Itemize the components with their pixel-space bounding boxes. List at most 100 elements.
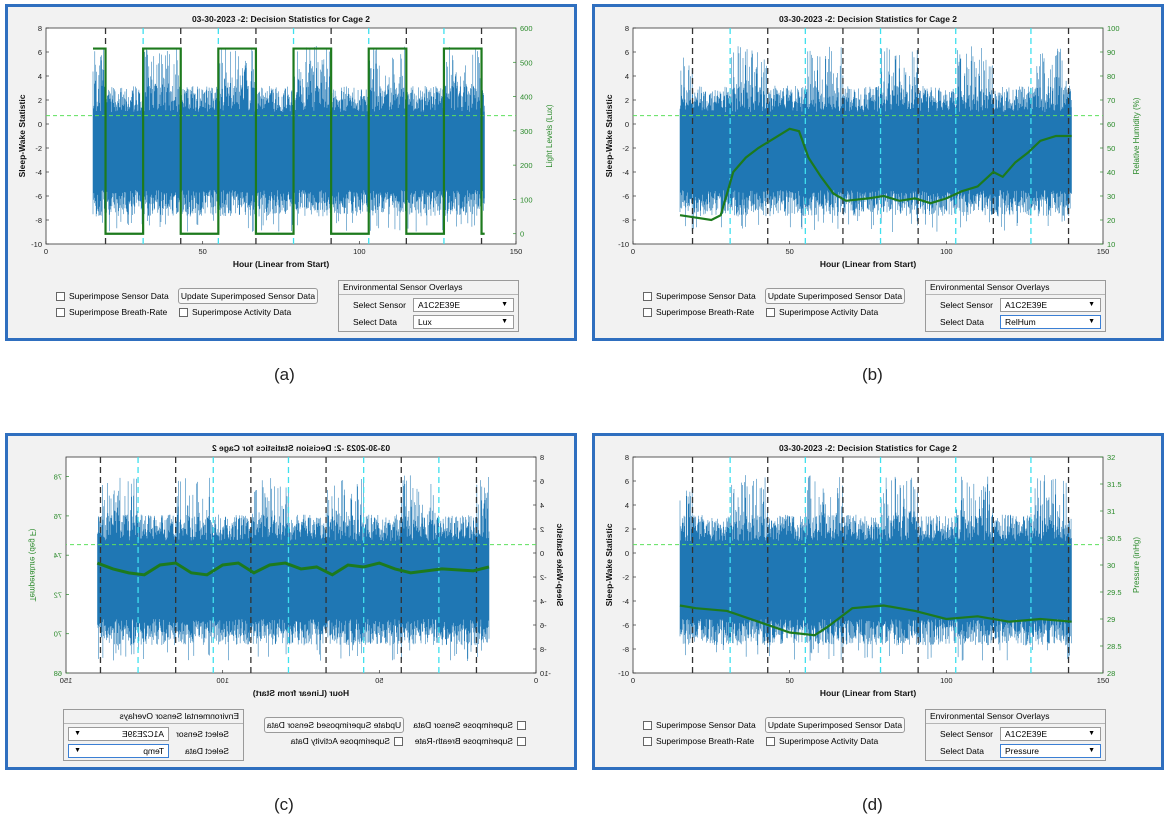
- left-tick-label: 8: [540, 453, 544, 462]
- right-tick-label: 29: [1107, 615, 1115, 624]
- select-sensor-dropdown[interactable]: A1C2E39E ▼: [1000, 727, 1101, 741]
- caption-d: (d): [862, 795, 883, 814]
- right-tick-label: 90: [1107, 48, 1115, 57]
- right-tick-label: 78: [54, 473, 62, 482]
- select-sensor-dropdown[interactable]: A1C2E39E ▼: [1000, 298, 1101, 312]
- superimpose-activity-checkbox[interactable]: Superimpose Activity Data: [291, 736, 403, 746]
- group-divider: [926, 723, 1105, 724]
- sensor-overlay-line: [679, 127, 1072, 222]
- sensor-overlay-line: [93, 47, 485, 235]
- update-superimposed-button[interactable]: Update Superimposed Sensor Data: [765, 288, 905, 304]
- left-tick-label: -8: [540, 645, 547, 654]
- checkbox[interactable]: [517, 720, 526, 730]
- update-superimposed-button[interactable]: Update Superimposed Sensor Data: [765, 717, 905, 733]
- right-tick-label: 80: [1107, 72, 1115, 81]
- superimpose-sensor-checkbox[interactable]: Superimpose Sensor Data: [56, 291, 169, 301]
- superimpose-activity-checkbox[interactable]: Superimpose Activity Data: [766, 307, 878, 317]
- select-sensor-label: Select Sensor: [940, 729, 993, 739]
- caption-c: (c): [274, 795, 294, 814]
- checkbox[interactable]: [179, 307, 188, 317]
- right-tick-label: 30: [1107, 561, 1115, 570]
- right-tick-label: 50: [1107, 144, 1115, 153]
- superimpose-breath-checkbox[interactable]: Superimpose Breath-Rate: [643, 307, 754, 317]
- right-axis-label: Light Levels (Lux): [545, 104, 554, 167]
- right-tick-label: 100: [1107, 24, 1120, 33]
- left-tick-label: 2: [540, 525, 544, 534]
- checkbox[interactable]: [517, 736, 526, 746]
- left-tick-label: -4: [622, 168, 629, 177]
- right-tick-label: 100: [520, 195, 533, 204]
- select-sensor-label: Select Sensor: [940, 300, 993, 310]
- sleep-wake-signal: [97, 475, 490, 661]
- right-tick-label: 0: [520, 230, 524, 239]
- checkbox-label: Superimpose Sensor Data: [656, 291, 756, 301]
- x-tick-label: 50: [375, 676, 383, 685]
- checkbox-label: Superimpose Breath-Rate: [656, 736, 755, 746]
- x-axis-label: Hour (Linear from Start): [820, 259, 917, 269]
- left-tick-label: -10: [618, 240, 629, 249]
- x-axis-label: Hour (Linear from Start): [233, 259, 330, 269]
- left-tick-label: 0: [625, 549, 629, 558]
- checkbox[interactable]: [643, 720, 652, 730]
- superimpose-sensor-checkbox[interactable]: Superimpose Sensor Data: [643, 720, 756, 730]
- checkbox[interactable]: [766, 307, 775, 317]
- right-tick-label: 29.5: [1107, 588, 1122, 597]
- group-divider: [926, 294, 1105, 295]
- checkbox[interactable]: [394, 736, 403, 746]
- panel-a: 03-30-2023 -2: Decision Statistics for C…: [5, 4, 577, 341]
- right-tick-label: 600: [520, 24, 533, 33]
- superimpose-breath-checkbox[interactable]: Superimpose Breath-Rate: [643, 736, 754, 746]
- superimpose-breath-checkbox[interactable]: Superimpose Breath-Rate: [56, 307, 167, 317]
- update-superimposed-button[interactable]: Update Superimposed Sensor Data: [178, 288, 318, 304]
- checkbox[interactable]: [766, 736, 775, 746]
- right-tick-label: 200: [520, 161, 533, 170]
- right-tick-label: 500: [520, 58, 533, 67]
- select-data-label: Select Data: [940, 746, 984, 756]
- left-tick-label: -6: [622, 192, 629, 201]
- x-tick-label: 100: [353, 247, 366, 256]
- decision-statistics-plot: 03-30-2023 -2: Decision Statistics for C…: [28, 443, 565, 698]
- panel-content: 03-30-2023 -2: Decision Statistics for C…: [595, 436, 1161, 767]
- panel-content: 03-30-2023 -2: Decision Statistics for C…: [595, 7, 1161, 338]
- superimpose-sensor-checkbox[interactable]: Superimpose Sensor Data: [643, 291, 756, 301]
- y-axis-label: Sleep-Wake Statistic: [604, 523, 614, 606]
- left-tick-label: -6: [35, 192, 42, 201]
- environmental-sensor-overlays-group: Environmental Sensor Overlays Select Sens…: [925, 709, 1106, 761]
- superimpose-activity-checkbox[interactable]: Superimpose Activity Data: [766, 736, 878, 746]
- left-tick-label: 6: [540, 477, 544, 486]
- left-tick-label: 0: [540, 549, 544, 558]
- checkbox[interactable]: [643, 291, 652, 301]
- select-data-dropdown[interactable]: Pressure ▼: [1000, 744, 1101, 758]
- checkbox[interactable]: [56, 307, 65, 317]
- select-data-label: Select Data: [185, 746, 229, 756]
- select-data-dropdown[interactable]: Lux ▼: [413, 315, 514, 329]
- x-tick-label: 150: [1097, 247, 1110, 256]
- checkbox-label: Superimpose Sensor Data: [69, 291, 169, 301]
- superimpose-breath-checkbox[interactable]: Superimpose Breath-Rate: [415, 736, 526, 746]
- checkbox[interactable]: [56, 291, 65, 301]
- x-tick-label: 0: [44, 247, 48, 256]
- left-tick-label: 2: [38, 96, 42, 105]
- dropdown-value: Temp: [143, 746, 164, 756]
- group-divider: [339, 294, 518, 295]
- select-sensor-dropdown[interactable]: A1C2E39E ▼: [413, 298, 514, 312]
- select-sensor-label: Select Sensor: [176, 729, 229, 739]
- right-tick-label: 68: [54, 669, 62, 678]
- right-tick-label: 300: [520, 127, 533, 136]
- superimpose-activity-checkbox[interactable]: Superimpose Activity Data: [179, 307, 291, 317]
- right-tick-label: 10: [1107, 240, 1115, 249]
- left-tick-label: -8: [622, 216, 629, 225]
- update-superimposed-button[interactable]: Update Superimposed Sensor Data: [264, 717, 404, 733]
- chart-title: 03-30-2023 -2: Decision Statistics for C…: [779, 443, 957, 453]
- right-axis-label: Temperature (deg F): [28, 528, 37, 601]
- group-title: Environmental Sensor Overlays: [930, 711, 1050, 721]
- select-sensor-dropdown[interactable]: A1C2E39E ▼: [68, 727, 169, 741]
- right-tick-label: 30.5: [1107, 534, 1122, 543]
- select-sensor-label: Select Sensor: [353, 300, 406, 310]
- select-data-dropdown[interactable]: Temp ▼: [68, 744, 169, 758]
- superimpose-sensor-checkbox[interactable]: Superimpose Sensor Data: [413, 720, 526, 730]
- select-data-label: Select Data: [940, 317, 984, 327]
- checkbox[interactable]: [643, 736, 652, 746]
- select-data-dropdown[interactable]: RelHum ▼: [1000, 315, 1101, 329]
- checkbox[interactable]: [643, 307, 652, 317]
